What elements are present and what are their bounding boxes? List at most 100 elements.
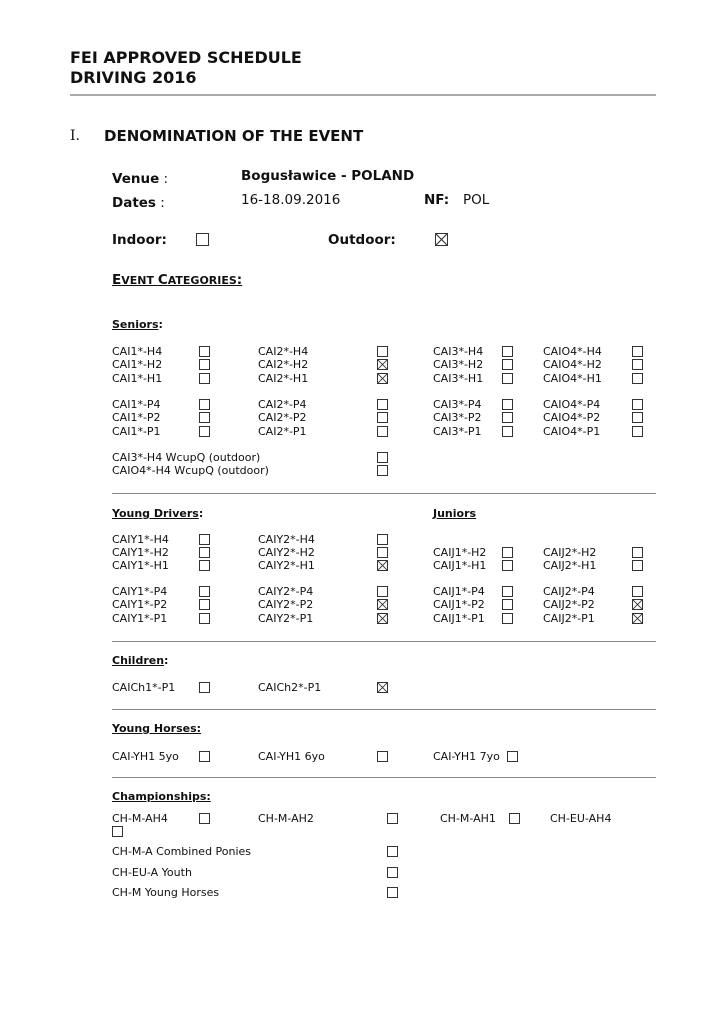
category-label: CAIO4*-H1 [543, 372, 602, 385]
category-checkbox-caiy1-p1[interactable] [199, 613, 210, 624]
category-checkbox-ch-m-ah2[interactable] [387, 813, 398, 824]
category-checkbox-caich1-p1[interactable] [199, 682, 210, 693]
category-checkbox-cai1-h2[interactable] [199, 359, 210, 370]
category-checkbox-cai3-p2[interactable] [502, 412, 513, 423]
category-checkbox-caiy1-p4[interactable] [199, 586, 210, 597]
category-label: CAIY2*-P2 [258, 598, 314, 611]
category-label: CAI-YH1 5yo [112, 750, 179, 763]
category-label: CAI3*-P1 [433, 425, 482, 438]
category-checkbox-cai3-p1[interactable] [502, 426, 513, 437]
category-checkbox-caiy2-p1[interactable] [377, 613, 388, 624]
category-checkbox-cai2-h4[interactable] [377, 346, 388, 357]
category-label: CAIY1*-H2 [112, 546, 169, 559]
category-checkbox-caij1-h1[interactable] [502, 560, 513, 571]
championships-heading: Championships: [112, 790, 211, 803]
category-label: CAI2*-H1 [258, 372, 309, 385]
category-checkbox-cai-yh1-7yo[interactable] [507, 751, 518, 762]
category-label: CAI2*-P2 [258, 411, 307, 424]
category-checkbox-cai-yh1-6yo[interactable] [377, 751, 388, 762]
category-label: CAIJ1*-H2 [433, 546, 487, 559]
category-label: CAIJ2*-P4 [543, 585, 595, 598]
children-title: Children [112, 654, 165, 667]
category-checkbox-caij2-p1[interactable] [632, 613, 643, 624]
young-drivers-colon: : [198, 507, 204, 520]
category-checkbox-caij2-h1[interactable] [632, 560, 643, 571]
category-checkbox-ch-m-ah1[interactable] [509, 813, 520, 824]
category-checkbox-cai3-h4[interactable] [502, 346, 513, 357]
category-label: CH-M-A Combined Ponies [112, 845, 252, 858]
category-checkbox-cai3-h4-wcupq-outdoor-[interactable] [377, 452, 388, 463]
category-checkbox-cai-yh1-5yo[interactable] [199, 751, 210, 762]
category-label: CAIJ1*-H1 [433, 559, 487, 572]
category-label: CAIO4*-H4 WcupQ (outdoor) [112, 464, 269, 477]
category-checkbox-caiy2-h4[interactable] [377, 534, 388, 545]
category-checkbox-caiy2-p2[interactable] [377, 599, 388, 610]
ec-e: E [112, 272, 122, 288]
divider [112, 777, 656, 778]
category-checkbox-caiy1-h1[interactable] [199, 560, 210, 571]
category-checkbox-cai1-h1[interactable] [199, 373, 210, 384]
category-checkbox-cai1-p1[interactable] [199, 426, 210, 437]
category-checkbox-caiy2-h2[interactable] [377, 547, 388, 558]
x-mark-icon [378, 561, 387, 570]
category-checkbox-caio4-p4[interactable] [632, 399, 643, 410]
category-checkbox-cai2-h1[interactable] [377, 373, 388, 384]
category-label: CAIJ1*-P4 [433, 585, 485, 598]
category-label: CAI1*-P2 [112, 411, 161, 424]
ec-colon: : [236, 272, 243, 288]
category-checkbox-caij2-p2[interactable] [632, 599, 643, 610]
category-checkbox-cai3-p4[interactable] [502, 399, 513, 410]
category-checkbox-ch-m-ah4[interactable] [199, 813, 210, 824]
category-checkbox-caio4-h4-wcupq-outdoor-[interactable] [377, 465, 388, 476]
category-checkbox-caij1-h2[interactable] [502, 547, 513, 558]
category-checkbox-caio4-h2[interactable] [632, 359, 643, 370]
category-label: CAI1*-H4 [112, 345, 163, 358]
category-checkbox-caiy1-h4[interactable] [199, 534, 210, 545]
category-label: CAIJ1*-P1 [433, 612, 485, 625]
category-checkbox-cai3-h2[interactable] [502, 359, 513, 370]
category-label: CAICh2*-P1 [258, 681, 322, 694]
divider [112, 709, 656, 710]
children-colon: : [164, 654, 169, 667]
category-label: CAIO4*-P2 [543, 411, 601, 424]
category-checkbox-cai1-h4[interactable] [199, 346, 210, 357]
category-checkbox-cai2-p4[interactable] [377, 399, 388, 410]
category-checkbox-ch-eu-a-youth[interactable] [387, 867, 398, 878]
category-checkbox-ch-m-young-horses[interactable] [387, 887, 398, 898]
category-checkbox-cai2-h2[interactable] [377, 359, 388, 370]
x-mark-icon [633, 614, 642, 623]
indoor-checkbox[interactable] [196, 233, 209, 246]
category-label: CAIY2*-P4 [258, 585, 314, 598]
category-checkbox-cai2-p1[interactable] [377, 426, 388, 437]
category-checkbox-ch-eu-ah4[interactable] [112, 826, 123, 837]
category-checkbox-cai1-p4[interactable] [199, 399, 210, 410]
category-checkbox-caij1-p2[interactable] [502, 599, 513, 610]
category-checkbox-cai2-p2[interactable] [377, 412, 388, 423]
seniors-title: Seniors [112, 318, 159, 331]
category-checkbox-caio4-h4[interactable] [632, 346, 643, 357]
category-checkbox-caij2-h2[interactable] [632, 547, 643, 558]
category-checkbox-caiy2-h1[interactable] [377, 560, 388, 571]
category-checkbox-caiy1-p2[interactable] [199, 599, 210, 610]
category-checkbox-caij2-p4[interactable] [632, 586, 643, 597]
category-label: CH-EU-A Youth [112, 866, 192, 879]
outdoor-checkbox[interactable] [435, 233, 448, 246]
category-checkbox-ch-m-a-combined-ponies[interactable] [387, 846, 398, 857]
venue-value: Bogusławice - POLAND [241, 168, 415, 184]
category-checkbox-caiy2-p4[interactable] [377, 586, 388, 597]
dates-label-text: Dates [112, 195, 156, 211]
category-label: CAI1*-P4 [112, 398, 161, 411]
category-checkbox-cai3-h1[interactable] [502, 373, 513, 384]
category-checkbox-caio4-h1[interactable] [632, 373, 643, 384]
category-checkbox-cai1-p2[interactable] [199, 412, 210, 423]
category-checkbox-caich2-p1[interactable] [377, 682, 388, 693]
category-checkbox-caiy1-h2[interactable] [199, 547, 210, 558]
category-checkbox-caij1-p4[interactable] [502, 586, 513, 597]
category-checkbox-caio4-p1[interactable] [632, 426, 643, 437]
category-checkbox-caij1-p1[interactable] [502, 613, 513, 624]
category-checkbox-caio4-p2[interactable] [632, 412, 643, 423]
event-categories-heading: EVENT CATEGORIES: [112, 272, 242, 288]
ec-vent: VENT [121, 274, 158, 287]
dates-value: 16-18.09.2016 [241, 192, 341, 208]
